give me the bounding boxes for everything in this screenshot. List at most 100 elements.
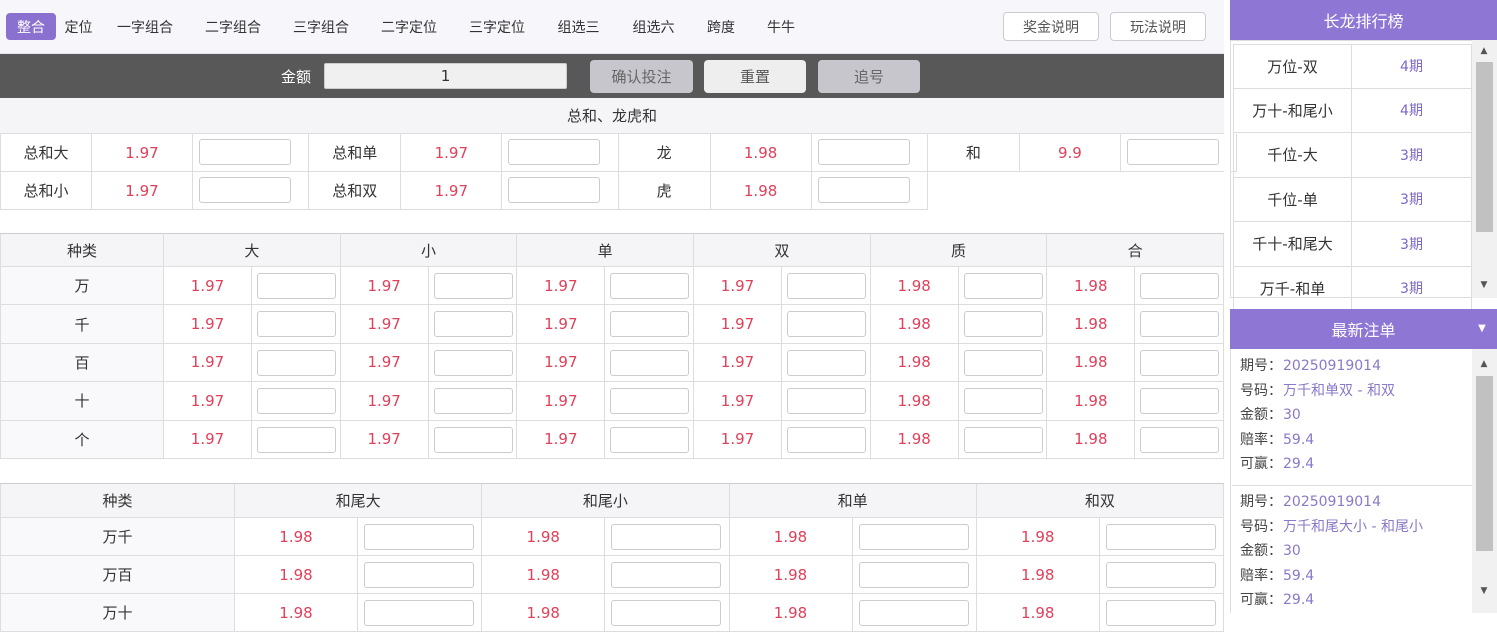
entry-divider xyxy=(1232,485,1472,486)
bet-input[interactable] xyxy=(610,349,690,376)
tab[interactable]: 整合 xyxy=(6,13,56,40)
bet-input[interactable] xyxy=(611,600,722,626)
input-cell xyxy=(1135,305,1224,344)
input-cell xyxy=(958,420,1048,459)
input-cell xyxy=(605,267,694,306)
scroll-arrow-down[interactable]: ▼ xyxy=(1480,586,1488,596)
bet-input[interactable] xyxy=(1140,311,1220,338)
item-name: 总和大 xyxy=(0,134,92,172)
item-odds: 1.97 xyxy=(92,134,193,172)
table-header: 双 xyxy=(694,233,871,267)
bet-button[interactable]: 重置 xyxy=(704,60,806,93)
bet-input[interactable] xyxy=(858,562,969,588)
top-button[interactable]: 奖金说明 xyxy=(1003,12,1099,41)
input-cell xyxy=(1099,518,1224,556)
bet-input[interactable] xyxy=(257,388,336,415)
scroll-arrow-down[interactable]: ▼ xyxy=(1480,280,1488,290)
tab[interactable]: 组选三 xyxy=(557,19,600,36)
bet-button[interactable]: 确认投注 xyxy=(590,60,693,93)
item-odds: 1.97 xyxy=(694,343,782,383)
bet-input[interactable] xyxy=(963,311,1043,338)
bet-input[interactable] xyxy=(610,311,690,338)
bet-input[interactable] xyxy=(1126,139,1219,165)
bet-input[interactable] xyxy=(963,388,1043,415)
tab[interactable]: 牛牛 xyxy=(767,19,795,36)
row-name: 千 xyxy=(0,305,164,344)
bet-input[interactable] xyxy=(433,426,513,453)
item-odds: 1.97 xyxy=(694,267,782,306)
tab[interactable]: 跨度 xyxy=(707,19,735,36)
bet-input[interactable] xyxy=(787,388,866,415)
scroll-arrow-up[interactable]: ▲ xyxy=(1480,46,1488,56)
entry-label: 可赢： xyxy=(1240,456,1282,473)
bet-input[interactable] xyxy=(508,139,601,165)
bet-input[interactable] xyxy=(610,388,690,415)
bet-input[interactable] xyxy=(787,273,866,299)
tab[interactable]: 三字组合 xyxy=(293,19,349,36)
bet-input[interactable] xyxy=(963,349,1043,376)
bet-input[interactable] xyxy=(508,177,601,203)
bet-input[interactable] xyxy=(433,311,513,338)
tab[interactable]: 定位 xyxy=(64,19,93,36)
amount-input[interactable]: 1 xyxy=(324,63,567,89)
item-odds: 1.98 xyxy=(976,518,1100,556)
bet-input[interactable] xyxy=(1140,349,1220,376)
bet-input[interactable] xyxy=(433,273,513,299)
row-name: 个 xyxy=(0,420,164,459)
tab[interactable]: 一字组合 xyxy=(117,19,173,36)
item-odds: 1.97 xyxy=(340,382,429,421)
input-cell xyxy=(782,267,871,306)
bet-button[interactable]: 追号 xyxy=(818,60,920,93)
tab[interactable]: 三字定位 xyxy=(469,19,525,36)
item-odds: 1.97 xyxy=(694,420,782,459)
input-cell xyxy=(428,305,518,344)
bet-input[interactable] xyxy=(433,349,513,376)
bet-input[interactable] xyxy=(1105,524,1216,550)
row-name: 百 xyxy=(0,343,164,383)
bet-input[interactable] xyxy=(817,139,910,165)
tab[interactable]: 组选六 xyxy=(632,19,675,36)
item-odds: 1.98 xyxy=(1047,305,1136,344)
bet-input[interactable] xyxy=(611,524,722,550)
entry-label: 金额： xyxy=(1240,543,1282,560)
bet-input[interactable] xyxy=(1140,273,1220,299)
bet-input[interactable] xyxy=(364,562,474,588)
bet-input[interactable] xyxy=(787,426,866,453)
bet-input[interactable] xyxy=(787,311,866,338)
bet-input[interactable] xyxy=(610,426,690,453)
bet-input[interactable] xyxy=(257,426,336,453)
bet-input[interactable] xyxy=(1140,388,1220,415)
bet-input[interactable] xyxy=(1105,562,1216,588)
bet-input[interactable] xyxy=(257,273,336,299)
bet-input[interactable] xyxy=(199,177,291,203)
bet-input[interactable] xyxy=(1105,600,1216,626)
bet-input[interactable] xyxy=(787,349,866,376)
input-cell xyxy=(1135,267,1224,306)
scroll-arrow-up[interactable]: ▲ xyxy=(1480,359,1488,369)
item-odds: 1.97 xyxy=(517,305,606,344)
bet-input[interactable] xyxy=(963,426,1043,453)
bet-input[interactable] xyxy=(199,139,291,165)
input-cell xyxy=(958,305,1048,344)
bet-input[interactable] xyxy=(611,562,722,588)
bet-input[interactable] xyxy=(364,524,474,550)
tab[interactable]: 二字组合 xyxy=(205,19,261,36)
bet-input[interactable] xyxy=(610,273,690,299)
rank-count: 4期 xyxy=(1352,44,1472,89)
bet-input[interactable] xyxy=(433,388,513,415)
input-cell xyxy=(605,343,694,383)
bet-input[interactable] xyxy=(963,273,1043,299)
bet-input[interactable] xyxy=(858,524,969,550)
row-name: 十 xyxy=(0,382,164,421)
bet-input[interactable] xyxy=(364,600,474,626)
tab[interactable]: 二字定位 xyxy=(381,19,437,36)
item-odds: 1.97 xyxy=(340,267,429,306)
bet-input[interactable] xyxy=(1140,426,1220,453)
top-button[interactable]: 玩法说明 xyxy=(1110,12,1206,41)
bet-input[interactable] xyxy=(257,349,336,376)
bet-input[interactable] xyxy=(858,600,969,626)
bet-input[interactable] xyxy=(817,177,910,203)
dropdown-icon[interactable]: ▼ xyxy=(1478,322,1486,334)
bet-input[interactable] xyxy=(257,311,336,338)
input-cell xyxy=(252,343,341,383)
